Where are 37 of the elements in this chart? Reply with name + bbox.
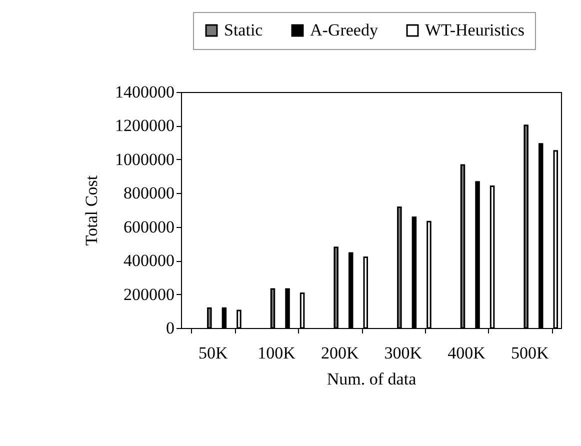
bar — [460, 164, 466, 329]
bar — [363, 256, 368, 329]
y-tick-label: 1200000 — [115, 116, 174, 136]
y-axis-title: Total Cost — [82, 175, 101, 246]
legend-label: A-Greedy — [310, 20, 378, 40]
bar — [348, 252, 354, 329]
bar — [285, 288, 290, 329]
bar — [426, 220, 432, 329]
y-tick-label: 1400000 — [115, 82, 174, 102]
bar — [207, 307, 212, 329]
x-tick-label: 200K — [320, 344, 360, 362]
bar — [412, 216, 417, 329]
bar — [270, 288, 276, 329]
bar — [397, 206, 402, 329]
y-tick-label: 400000 — [124, 251, 174, 270]
x-tick-label: 300K — [384, 344, 423, 362]
bar — [236, 310, 242, 329]
y-tick-label: 1000000 — [115, 150, 174, 169]
y-tick-label: 800000 — [124, 184, 174, 203]
x-tick-label: 100K — [258, 344, 296, 362]
bar — [475, 181, 480, 329]
y-tick-label: 600000 — [124, 217, 174, 236]
x-tick-label: 400K — [448, 344, 486, 362]
y-tick-label: 200000 — [124, 284, 174, 304]
bar — [553, 150, 558, 329]
bar — [524, 124, 528, 329]
bar — [300, 292, 305, 329]
bar — [538, 143, 544, 329]
bar — [222, 307, 227, 329]
legend-label: WT-Heuristics — [425, 20, 524, 40]
bar — [490, 185, 495, 329]
x-tick-label: 50K — [198, 344, 229, 362]
bar — [334, 246, 338, 329]
legend-label: Static — [224, 20, 264, 40]
x-axis-title: Num. of data — [326, 370, 417, 388]
y-tick-label: 0 — [166, 318, 174, 338]
x-tick-label: 500K — [510, 344, 550, 362]
